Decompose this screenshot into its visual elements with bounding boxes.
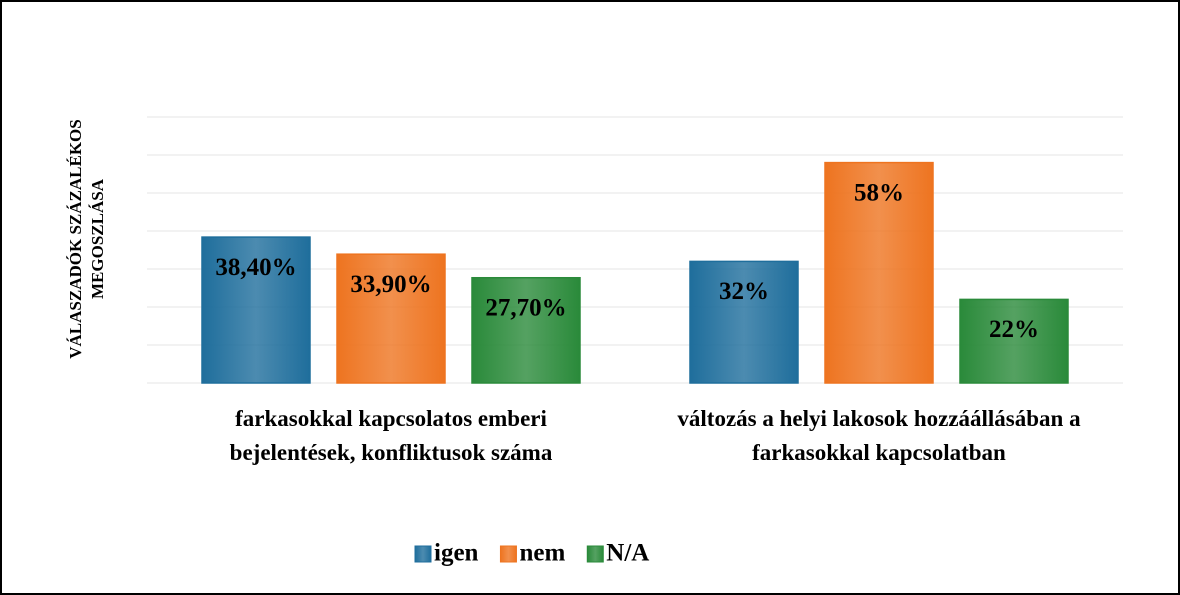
legend-swatch <box>586 545 604 563</box>
data-label: 38,40% <box>215 254 296 281</box>
x-tick-label: változás a helyi lakosok hozzáállásában … <box>677 406 1081 465</box>
bar <box>201 236 311 384</box>
legend-swatch <box>414 545 432 563</box>
data-label: 33,90% <box>350 271 431 298</box>
bar <box>959 298 1069 384</box>
data-label: 22% <box>989 316 1039 343</box>
legend-label: nem <box>519 540 565 567</box>
bar <box>336 253 446 384</box>
legend-label: N/A <box>606 540 649 567</box>
data-label: 27,70% <box>485 294 566 321</box>
data-label: 32% <box>719 278 769 305</box>
x-tick-label: farkasokkal kapcsolatos emberi bejelenté… <box>229 406 553 465</box>
data-label: 58% <box>854 179 904 206</box>
bar <box>471 276 581 384</box>
bar <box>689 260 799 384</box>
legend-swatch <box>499 545 517 563</box>
y-axis-label: VÁLASZADÓK SZÁZALÉKOS MEGOSZLÁSA <box>66 119 107 359</box>
bar <box>824 161 934 384</box>
legend-label: igen <box>434 540 479 567</box>
